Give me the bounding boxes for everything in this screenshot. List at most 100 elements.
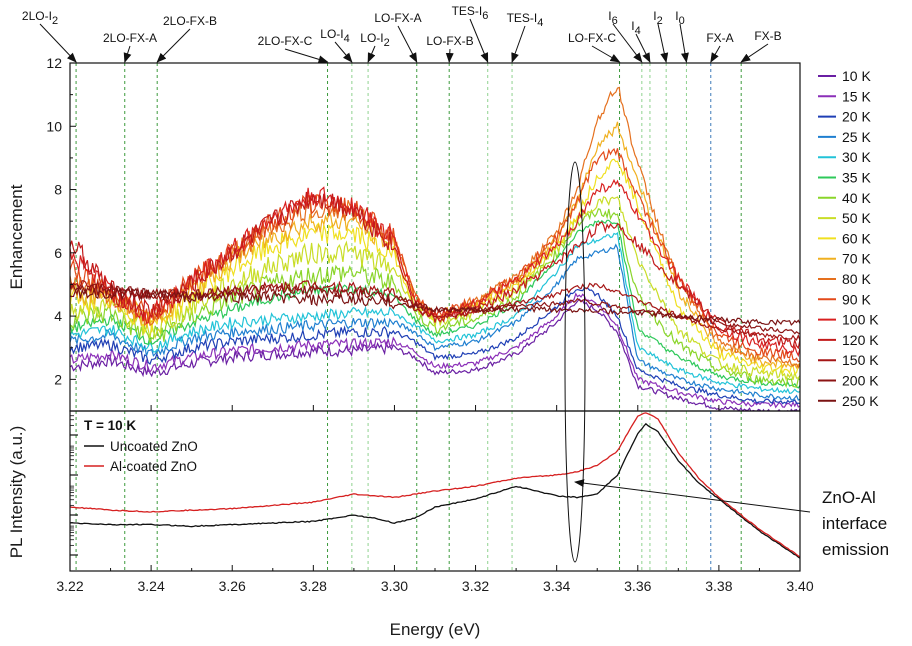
peak-label: I0 (675, 9, 689, 63)
enhancement-series-line (70, 196, 800, 382)
peak-label-text: TES-I6 (452, 4, 489, 22)
peak-label: LO-FX-C (568, 31, 621, 63)
energy-x-tick-label: 3.34 (543, 578, 570, 594)
peak-label-subscript: 6 (612, 15, 618, 27)
peak-label-subscript: 2 (657, 15, 663, 27)
legend-label: 15 K (842, 88, 871, 104)
enhancement-series-line (70, 292, 800, 409)
peak-label-arrow (367, 45, 376, 63)
energy-axis-title: Energy (eV) (390, 620, 481, 639)
peak-label-arrow (710, 45, 721, 63)
enhancement-series-line (70, 286, 800, 405)
peak-label-text: FX-B (754, 29, 781, 43)
peak-label: 2LO-FX-A (103, 31, 157, 63)
enhancement-series-line (70, 219, 800, 389)
pl-legend-title: T = 10 K (84, 418, 136, 433)
peak-label: LO-I2 (360, 31, 390, 63)
peak-label: I4 (631, 19, 651, 63)
peak-label: TES-I6 (452, 4, 489, 63)
enhancement-series-line (70, 148, 800, 363)
enhancement-y-tick-label: 12 (46, 55, 62, 71)
peak-label-arrow (612, 23, 643, 63)
energy-x-tick-label: 3.30 (381, 578, 408, 594)
peak-label: LO-FX-A (374, 11, 422, 63)
legend-label: 40 K (842, 190, 871, 206)
peak-label-text: FX-A (706, 31, 733, 45)
peak-label: 2LO-I2 (22, 9, 77, 63)
peak-label-subscript: 4 (537, 17, 543, 29)
peak-label-subscript: 4 (635, 25, 641, 37)
enhancement-axis-title: Enhancement (7, 184, 26, 289)
peak-label-arrow (123, 45, 132, 63)
enhancement-y-tick-label: 4 (54, 308, 62, 324)
energy-x-tick-label: 3.40 (786, 578, 813, 594)
enhancement-y-tick-label: 2 (54, 371, 62, 387)
peak-label: LO-I4 (320, 27, 353, 63)
peak-label-arrow (469, 18, 489, 63)
enhancement-series-line (70, 298, 800, 411)
energy-x-tick-label: 3.38 (705, 578, 732, 594)
energy-x-tick-label: 3.28 (300, 578, 327, 594)
peak-label: I6 (608, 9, 643, 63)
enhancement-series-line (70, 287, 800, 326)
peak-label-arrow (39, 23, 77, 63)
enhancement-y-tick-label: 8 (54, 182, 62, 198)
legend-label: 200 K (842, 373, 879, 389)
legend-label: 70 K (842, 251, 871, 267)
peak-label: 2LO-FX-C (258, 34, 329, 64)
pl-legend-label: Uncoated ZnO (110, 439, 198, 454)
peak-label-text: TES-I4 (507, 11, 544, 29)
legend-label: 35 K (842, 170, 871, 186)
peak-label-text: LO-I2 (360, 31, 389, 49)
temperature-legend: 10 K 15 K 20 K 25 K 30 K 35 K 40 K 50 K 60 K 70 K… (818, 68, 879, 409)
peak-label: 2LO-FX-B (156, 14, 217, 63)
pl-series-line (70, 412, 800, 558)
peak-label-arrow (334, 41, 353, 63)
legend-label: 20 K (842, 109, 871, 125)
peak-label-subscript: 2 (384, 37, 390, 49)
peak-label-arrow (679, 23, 689, 63)
pl-legend: T = 10 K Uncoated ZnO Al-coated ZnO (84, 418, 198, 474)
peak-label-text: I4 (631, 19, 640, 37)
peak-label-subscript: 0 (679, 15, 685, 27)
pl-legend-label: Al-coated ZnO (110, 459, 197, 474)
enhancement-y-tick-label: 10 (46, 118, 62, 134)
peak-label-text: I0 (675, 9, 684, 27)
peak-label-arrow (511, 25, 526, 63)
energy-x-tick-label: 3.22 (56, 578, 83, 594)
peak-label-arrow (397, 25, 418, 63)
peak-label-arrow (156, 28, 191, 63)
peak-label-text: LO-FX-B (426, 34, 473, 48)
pl-axis-title: PL Intensity (a.u.) (7, 426, 26, 559)
peak-label-subscript: 4 (344, 33, 350, 45)
peak-label-arrow (284, 48, 329, 64)
peak-label-arrow (635, 33, 651, 63)
peak-label-arrow (740, 43, 769, 63)
enhancement-series-line (70, 243, 800, 401)
peak-label-text: 2LO-FX-C (258, 34, 313, 48)
peak-label-arrow (657, 23, 669, 63)
peak-label: LO-FX-B (426, 34, 474, 63)
legend-label: 120 K (842, 332, 879, 348)
legend-label: 80 K (842, 271, 871, 287)
peak-label-text: 2LO-FX-A (103, 31, 157, 45)
peak-label: I2 (653, 9, 669, 63)
highlight-ellipse (564, 161, 586, 563)
callout-line-1: ZnO-Al (822, 488, 876, 507)
enhancement-series-group (70, 86, 800, 411)
peak-label-arrow (591, 45, 621, 63)
peak-label-text: 2LO-FX-B (163, 14, 217, 28)
peak-label-subscript: 2 (52, 15, 58, 27)
energy-x-tick-label: 3.26 (219, 578, 246, 594)
peak-label-arrow (445, 48, 454, 63)
legend-label: 90 K (842, 291, 871, 307)
callout-arrow (574, 479, 811, 513)
energy-x-tick-label: 3.24 (137, 578, 164, 594)
peak-label-text: 2LO-I2 (22, 9, 58, 27)
enhancement-series-line (70, 232, 800, 394)
legend-label: 60 K (842, 230, 871, 246)
peak-label-text: I2 (653, 9, 662, 27)
callout-line-3: emission (822, 540, 889, 559)
legend-label: 30 K (842, 149, 871, 165)
